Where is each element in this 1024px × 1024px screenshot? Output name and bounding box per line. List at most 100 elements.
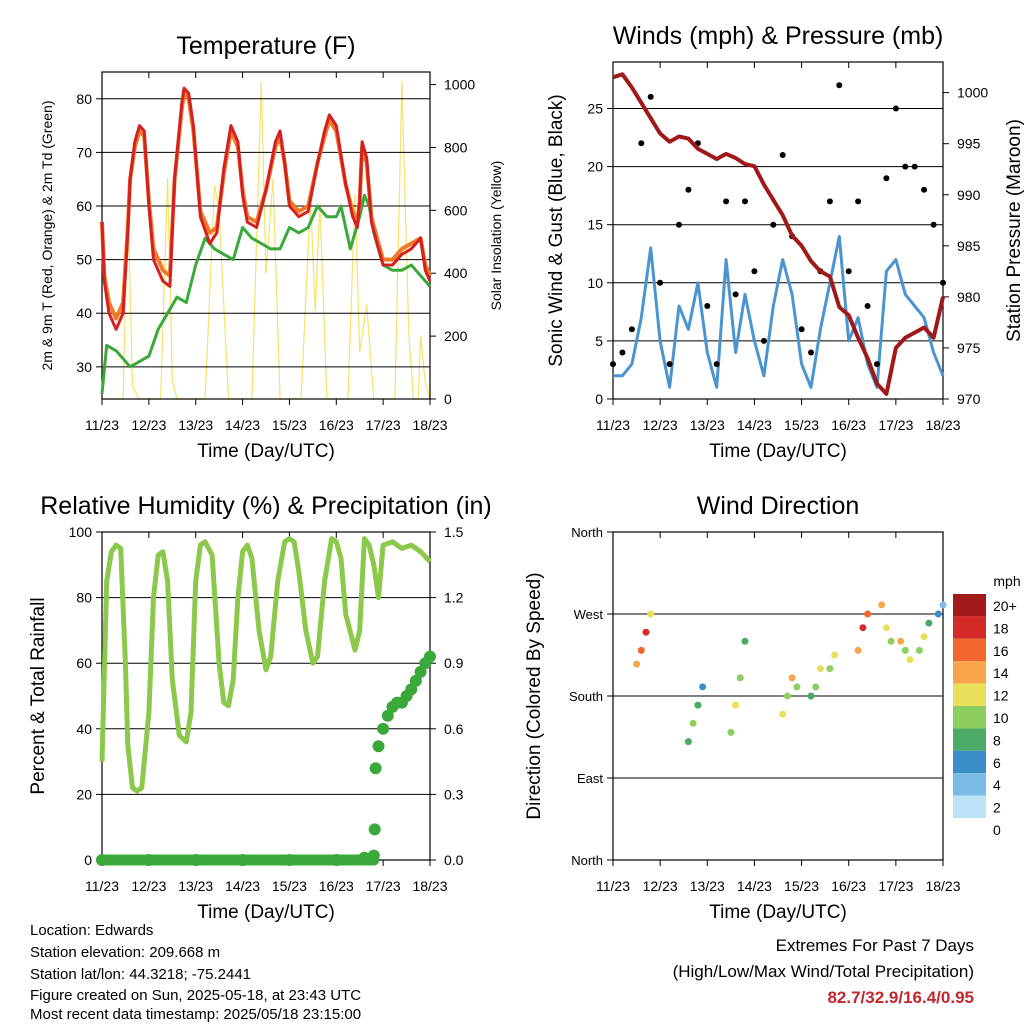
plot-frame (612, 61, 944, 400)
rainfall-point (424, 650, 436, 663)
y-tick-label: West (574, 607, 604, 622)
legend-swatch (953, 638, 986, 662)
direction-point (807, 692, 815, 700)
y2-tick-label: 400 (444, 265, 468, 281)
gust-point (713, 361, 720, 368)
panel-title: Winds (mph) & Pressure (mb) (613, 22, 944, 50)
direction-point (741, 637, 749, 645)
legend-label: 16 (993, 643, 1009, 659)
gust-point (685, 186, 692, 193)
y2-tick-label: 1000 (957, 85, 988, 101)
y-tick-label: 10 (587, 275, 603, 291)
x-tick-label: 13/23 (178, 417, 213, 433)
x-axis-label: Time (Day/UTC) (197, 902, 335, 923)
y-tick-label: 50 (76, 252, 92, 268)
x-axis-label: Time (Day/UTC) (197, 441, 335, 462)
x-tick-label: 17/23 (366, 417, 401, 433)
panel-title: Relative Humidity (%) & Precipitation (i… (40, 492, 492, 520)
x-tick-label: 17/23 (878, 878, 913, 894)
legend-swatch (953, 706, 986, 729)
legend-swatch (953, 750, 986, 774)
legend-label: 14 (993, 665, 1009, 681)
y2-axis-label: Station Pressure (Maroon) (1004, 119, 1024, 342)
x-tick-label: 18/23 (412, 417, 447, 433)
gust-point (779, 152, 786, 158)
legend-swatch (953, 773, 986, 796)
sonic-wind-line (613, 234, 945, 389)
y-tick-label: North (571, 525, 603, 540)
legend-label: 18 (993, 620, 1009, 636)
gust-point (930, 221, 937, 228)
gust-point (921, 186, 928, 193)
gust-point (940, 279, 946, 286)
gust-point (732, 291, 739, 298)
rainfall-point (381, 709, 394, 722)
humidity-line (99, 536, 432, 794)
y-tick-label: 60 (76, 198, 92, 214)
y-tick-label: 25 (587, 100, 603, 116)
gust-point (666, 361, 673, 368)
y-tick-label: 30 (76, 359, 92, 375)
direction-point (684, 738, 692, 746)
x-tick-label: 12/23 (131, 878, 166, 894)
x-tick-label: 16/23 (831, 878, 866, 894)
y-tick-label: 0 (595, 391, 603, 407)
y-axis-label: Percent & Total Rainfall (28, 597, 49, 794)
direction-point (736, 674, 744, 682)
direction-point (901, 646, 909, 654)
humidity-chart: Relative Humidity (%) & Precipitation (i… (28, 492, 492, 923)
x-tick-label: 12/23 (131, 417, 166, 433)
y-tick-label: 100 (69, 524, 93, 540)
x-tick-label: 11/23 (596, 878, 630, 894)
x-tick-label: 17/23 (878, 417, 913, 433)
rainfall-point (368, 823, 381, 836)
gust-point (874, 361, 880, 368)
y2-tick-label: 0.3 (444, 786, 464, 802)
legend-swatch (953, 594, 986, 617)
gust-point (892, 105, 899, 112)
direction-point (925, 619, 933, 627)
gust-point (638, 140, 645, 147)
x-tick-label: 14/23 (225, 878, 260, 894)
extremes-values: 82.7/32.9/16.4/0.95 (827, 988, 974, 1007)
y-tick-label: 80 (76, 91, 92, 107)
x-tick-label: 11/23 (85, 417, 119, 433)
x-tick-label: 15/23 (784, 878, 819, 894)
direction-point (694, 701, 702, 709)
y2-tick-label: 995 (957, 136, 981, 152)
x-tick-label: 14/23 (225, 417, 260, 433)
direction-point (882, 624, 890, 632)
rainfall-point (372, 740, 385, 753)
direction-point (915, 646, 923, 654)
x-tick-label: 18/23 (925, 878, 960, 894)
direction-point (831, 651, 839, 659)
gust-point (610, 361, 616, 368)
footer-location: Location: Edwards (30, 922, 154, 939)
rainfall-point (369, 762, 382, 775)
gust-point (911, 163, 918, 170)
legend-swatch (953, 795, 986, 818)
legend-label: 6 (993, 755, 1001, 771)
gust-point (798, 326, 805, 333)
y-tick-label: 15 (587, 217, 603, 233)
direction-point (920, 633, 928, 641)
x-tick-label: 11/23 (85, 878, 119, 894)
y-tick-label: East (577, 771, 603, 786)
gust-point (826, 198, 833, 205)
extremes-title: Extremes For Past 7 Days (775, 936, 974, 955)
gust-point (883, 175, 890, 182)
y2-tick-label: 600 (444, 202, 468, 218)
y-tick-label: 70 (76, 144, 92, 160)
y2-tick-label: 990 (957, 187, 981, 203)
direction-point (779, 710, 787, 718)
legend-swatch (953, 661, 986, 684)
gust-point (647, 93, 654, 100)
x-tick-label: 13/23 (690, 878, 725, 894)
x-tick-label: 15/23 (272, 417, 307, 433)
gust-point (742, 198, 748, 205)
gust-point (723, 198, 730, 205)
extremes-subtitle: (High/Low/Max Wind/Total Precipitation) (672, 962, 974, 981)
gust-point (628, 326, 635, 333)
x-tick-label: 13/23 (690, 417, 725, 433)
direction-point (887, 637, 895, 645)
